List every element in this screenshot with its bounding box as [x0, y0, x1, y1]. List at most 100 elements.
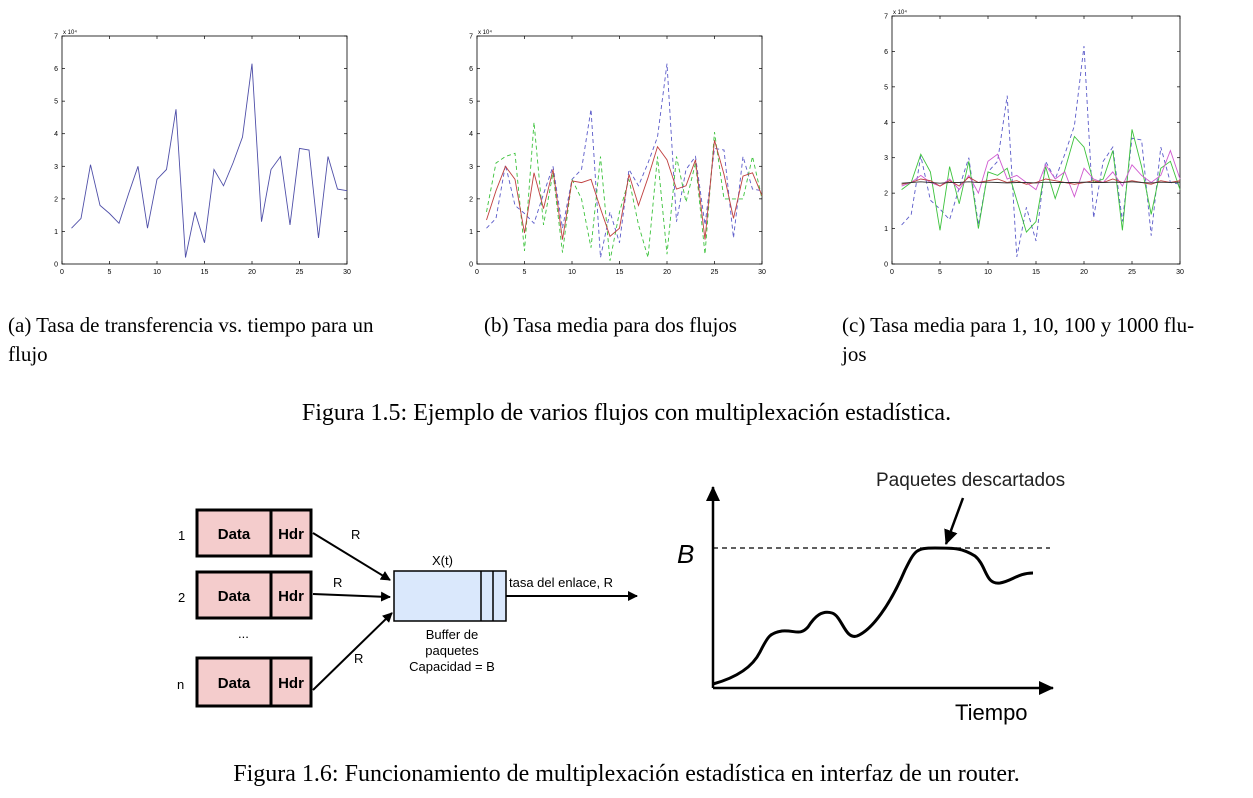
- y-tick-label: 3: [54, 164, 58, 171]
- x-tick-label: 0: [475, 269, 479, 276]
- flow-1-data-label: Data: [218, 526, 251, 543]
- x-tick-label: 10: [153, 269, 161, 276]
- chart-a: 0 5 10 15 20 25 30 0 1 2 3 4 5 6 7 x 10⁴: [54, 29, 351, 276]
- figure-1-5-caption: Figura 1.5: Ejemplo de varios flujos con…: [301, 400, 952, 426]
- y-tick-label: 2: [469, 196, 473, 203]
- flow-n-hdr-label: Hdr: [278, 675, 304, 692]
- flow-n-data-label: Data: [218, 675, 251, 692]
- flow-1-hdr-box: [269, 508, 313, 558]
- y-tick-label: 0: [884, 262, 888, 269]
- flow-2: 2 Data Hdr R: [178, 570, 391, 620]
- flow-1-arrow: [312, 532, 391, 581]
- y-tick-label: 4: [469, 131, 473, 138]
- y-tick-label: 6: [884, 49, 888, 56]
- x-tick-label: 15: [616, 269, 624, 276]
- series-line-1: [486, 63, 763, 258]
- flow-2-hdr-label: Hdr: [278, 588, 304, 605]
- figure-1-6-caption: Figura 1.6: Funcionamiento de multiplexa…: [233, 761, 1020, 787]
- subcaption-c: (c) Tasa media para 1, 10, 100 y 1000 fl…: [842, 311, 1252, 369]
- subcaption-c-line2: jos: [842, 342, 867, 366]
- queue-label: X(t): [432, 553, 453, 568]
- flow-2-arrow: [312, 591, 391, 602]
- flow-n-index: n: [177, 677, 184, 692]
- series-line-2: [486, 122, 763, 261]
- x-tick-label: 0: [890, 269, 894, 276]
- y-tick-label: 5: [469, 99, 473, 106]
- x-tick-label: 25: [711, 269, 719, 276]
- dropped-packets-arrow: [944, 497, 965, 545]
- y-tick-label: 3: [884, 155, 888, 162]
- x-tick-label: 10: [984, 269, 992, 276]
- subcaption-a: (a) Tasa de transferencia vs. tiempo par…: [8, 311, 438, 369]
- y-tick-label: 7: [884, 14, 888, 21]
- plot-frame: [891, 15, 1181, 265]
- x-tick-label: 30: [758, 269, 766, 276]
- subcaption-c-line1: (c) Tasa media para 1, 10, 100 y 1000 fl…: [842, 313, 1195, 337]
- buffer-caption-line1: Buffer de: [426, 627, 479, 642]
- series-line-3: [486, 140, 763, 240]
- buffer-caption-line3: Capacidad = B: [409, 659, 495, 674]
- x-tick-label: 20: [663, 269, 671, 276]
- plot-frame: [61, 35, 348, 265]
- chart-b: 0 5 10 15 20 25 30 0 1 2 3 4 5 6 7 x 10⁴: [469, 29, 766, 276]
- occupancy-curve: [712, 546, 1034, 686]
- flow-2-data-label: Data: [218, 588, 251, 605]
- flow-2-rate: R: [333, 575, 342, 590]
- x-tick-label: 5: [523, 269, 527, 276]
- y-tick-label: 4: [884, 120, 888, 127]
- y-tick-label: 5: [884, 84, 888, 91]
- time-axis-label: Tiempo: [955, 700, 1028, 725]
- series-line-5: [901, 181, 1181, 184]
- x-tick-label: 15: [201, 269, 209, 276]
- buffer-box: [393, 570, 507, 622]
- x-tick-label: 30: [343, 269, 351, 276]
- flow-n-data-box: [195, 656, 273, 708]
- y-tick-label: 7: [469, 34, 473, 41]
- buffer-caption-line2: paquetes: [425, 643, 479, 658]
- exponent-label: x 10⁴: [63, 29, 77, 36]
- exponent-label: x 10⁴: [478, 29, 492, 36]
- link-rate-label: tasa del enlace, R: [509, 575, 613, 590]
- flow-1-hdr-label: Hdr: [278, 526, 304, 543]
- chart-c: 0 5 10 15 20 25 30 0 1 2 3 4 5 6 7 x 10⁴: [884, 9, 1184, 276]
- flow-n: n Data Hdr R: [177, 612, 393, 708]
- x-tick-label: 25: [296, 269, 304, 276]
- x-tick-label: 10: [568, 269, 576, 276]
- x-tick-label: 5: [938, 269, 942, 276]
- y-tick-label: 0: [469, 262, 473, 269]
- series-line-1: [71, 63, 348, 258]
- subcaption-a-line2: flujo: [8, 342, 48, 366]
- flow-n-hdr-box: [269, 656, 313, 708]
- y-tick-label: 1: [54, 229, 58, 236]
- flow-1-rate: R: [351, 527, 360, 542]
- y-tick-label: 2: [54, 196, 58, 203]
- dropped-packets-label: Paquetes descartados: [876, 470, 1065, 491]
- y-tick-label: 7: [54, 34, 58, 41]
- y-tick-label: 2: [884, 191, 888, 198]
- buffer-occupancy-graph: B Paquetes descartados Tiempo: [677, 470, 1065, 725]
- y-tick-label: 6: [469, 66, 473, 73]
- subcaption-a-line1: (a) Tasa de transferencia vs. tiempo par…: [8, 313, 374, 337]
- subcaption-b: (b) Tasa media para dos flujos: [484, 311, 814, 340]
- y-tick-label: 0: [54, 262, 58, 269]
- y-tick-label: 4: [54, 131, 58, 138]
- capacity-label: B: [677, 539, 694, 569]
- y-tick-label: 1: [469, 229, 473, 236]
- y-tick-label: 6: [54, 66, 58, 73]
- x-tick-label: 30: [1176, 269, 1184, 276]
- series-line-4: [901, 176, 1181, 187]
- router-diagram: 1 Data Hdr R 2 Data Hdr R ... n Data Hdr…: [177, 470, 1065, 725]
- plot-frame: [476, 35, 763, 265]
- series-line-2: [901, 129, 1181, 233]
- x-tick-label: 5: [108, 269, 112, 276]
- exponent-label: x 10⁴: [893, 9, 907, 16]
- flow-n-arrow: [312, 612, 393, 691]
- y-tick-label: 3: [469, 164, 473, 171]
- packet-buffer: X(t) tasa del enlace, R Buffer de paquet…: [393, 553, 638, 674]
- flows-ellipsis: ...: [238, 626, 249, 641]
- flow-2-hdr-box: [269, 570, 313, 620]
- flow-1-index: 1: [178, 528, 185, 543]
- series-line-1: [901, 46, 1181, 257]
- x-tick-label: 25: [1128, 269, 1136, 276]
- series-line-3: [901, 149, 1181, 199]
